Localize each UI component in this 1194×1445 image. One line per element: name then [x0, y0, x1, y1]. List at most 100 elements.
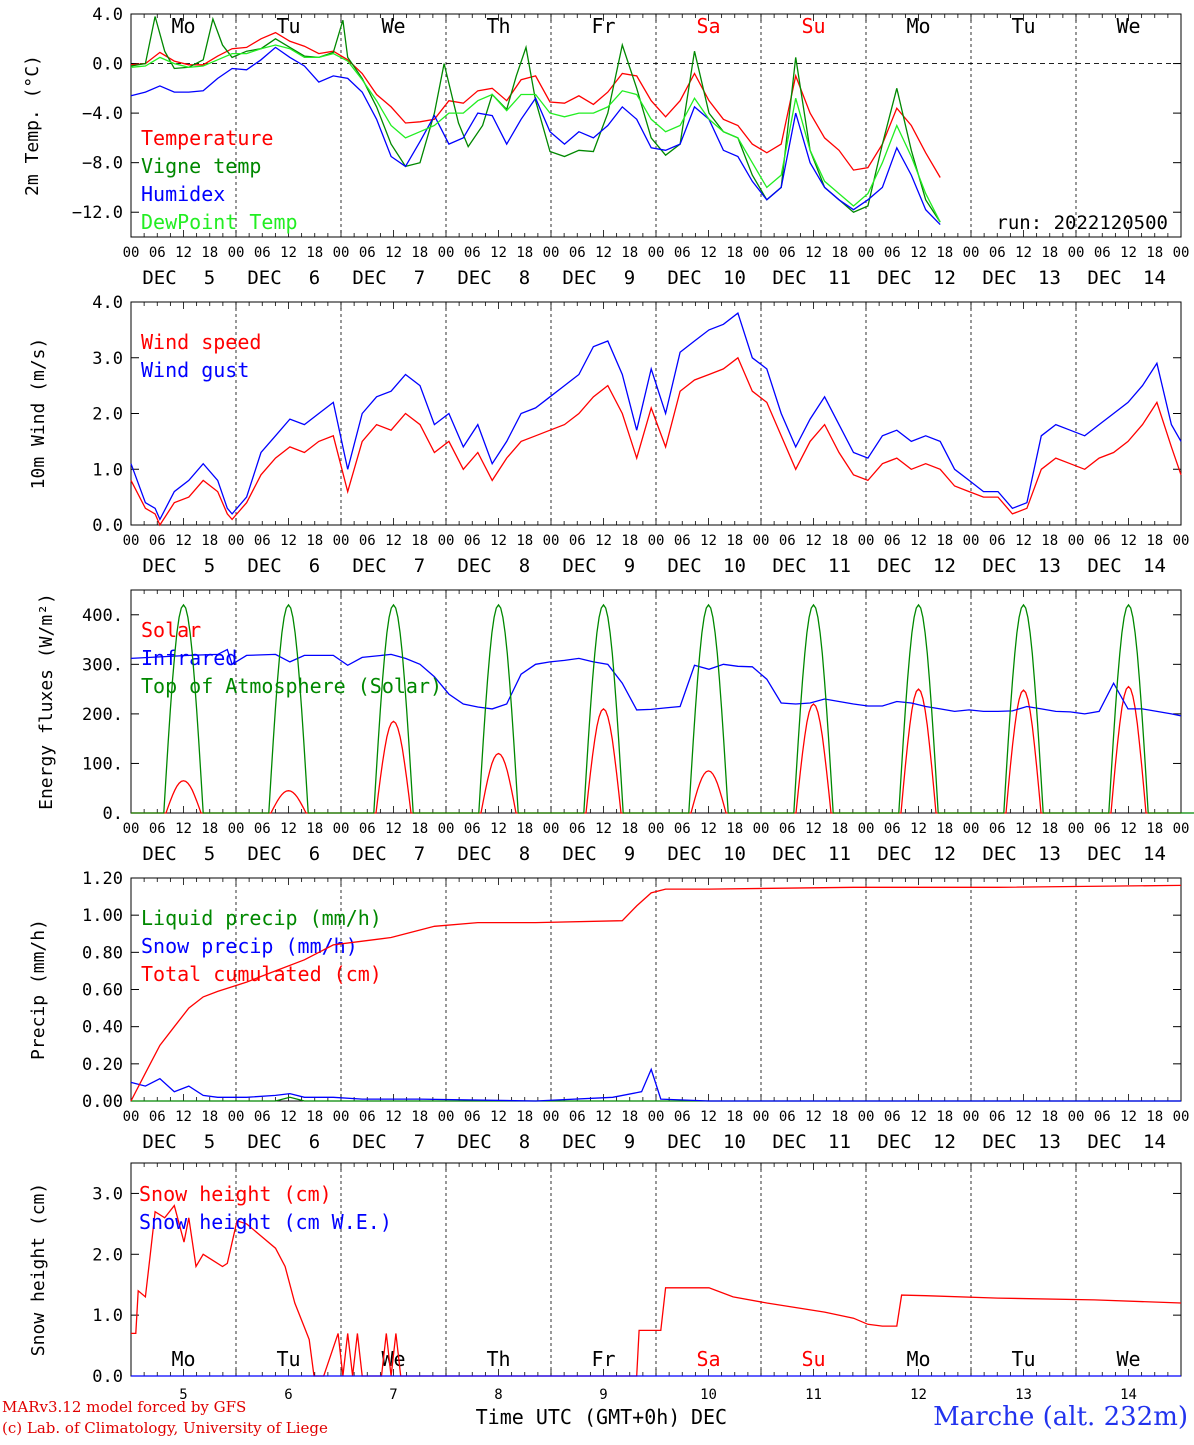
x-hour-label: 18 [621, 533, 638, 549]
x-hour-label: 06 [989, 245, 1006, 261]
series-line-temperature [130, 31, 941, 178]
x-date-label: 11 [828, 843, 851, 865]
x-month-label: DEC [247, 843, 281, 865]
x-hour-label: 12 [595, 245, 612, 261]
x-hour-label: 12 [910, 245, 927, 261]
y-tick-label: 0.0 [92, 1367, 123, 1387]
x-hour-label: 00 [753, 245, 770, 261]
x-date-label: 7 [414, 843, 425, 865]
panel-frame [130, 13, 1182, 238]
x-date-label: 8 [519, 267, 530, 289]
weekday-label: We [381, 14, 405, 38]
x-month-label: DEC [772, 555, 806, 577]
y-tick-label: 200. [82, 705, 123, 725]
x-date-label: 11 [828, 267, 851, 289]
legend-entry: Top of Atmosphere (Solar) [141, 674, 442, 698]
y-tick-label: −8.0 [82, 154, 123, 174]
x-date-label: 14 [1143, 267, 1166, 289]
x-hour-label: 18 [726, 533, 743, 549]
x-month-label: DEC [247, 555, 281, 577]
x-hour-label: 12 [1120, 1109, 1137, 1125]
x-date-label: 12 [933, 555, 956, 577]
series-line-snow-height-cm- [131, 1204, 1182, 1377]
x-date-label: 9 [624, 555, 635, 577]
x-hour-label: 12 [1015, 245, 1032, 261]
x-date-label: 8 [519, 555, 530, 577]
x-hour-label: 12 [280, 245, 297, 261]
x-date-label: 9 [599, 1387, 607, 1403]
x-month-label: DEC [982, 267, 1016, 289]
x-hour-label: 18 [411, 533, 428, 549]
series-line-humidex [130, 46, 941, 226]
x-hour-label: 06 [674, 1109, 691, 1125]
x-hour-label: 18 [411, 821, 428, 837]
legend-entry: Liquid precip (mm/h) [141, 906, 382, 930]
x-date-label: 13 [1038, 843, 1061, 865]
x-hour-label: 18 [201, 821, 218, 837]
x-month-label: DEC [982, 555, 1016, 577]
x-hour-label: 12 [280, 533, 297, 549]
x-hour-label: 12 [385, 1109, 402, 1125]
x-date-label: 6 [309, 555, 320, 577]
x-hour-label: 06 [254, 533, 271, 549]
x-hour-label: 12 [1015, 821, 1032, 837]
x-hour-label: 06 [464, 821, 481, 837]
x-hour-label: 18 [411, 1109, 428, 1125]
x-hour-label: 00 [963, 821, 980, 837]
panel-frame [130, 301, 1182, 526]
run-label: run: 2022120500 [996, 212, 1168, 234]
x-date-label: 9 [624, 267, 635, 289]
x-hour-label: 18 [1041, 1109, 1058, 1125]
x-date-label: 10 [723, 267, 746, 289]
weekday-label: Fr [591, 1347, 615, 1371]
legend-entry: Temperature [141, 126, 273, 150]
x-hour-label: 06 [464, 245, 481, 261]
x-hour-label: 06 [149, 821, 166, 837]
legend-entry: Total cumulated (cm) [141, 962, 382, 986]
y-axis-label: 2m Temp. (°C) [22, 55, 43, 196]
x-date-label: 6 [284, 1387, 292, 1403]
x-hour-label: 06 [674, 533, 691, 549]
x-hour-label: 18 [831, 821, 848, 837]
x-month-label: DEC [1087, 1131, 1121, 1153]
x-date-label: 14 [1143, 1131, 1166, 1153]
x-hour-label: 12 [175, 1109, 192, 1125]
x-hour-label: 12 [595, 1109, 612, 1125]
weekday-label: Mo [171, 14, 195, 38]
x-date-label: 8 [494, 1387, 502, 1403]
x-hour-label: 00 [858, 821, 875, 837]
y-tick-label: 0.60 [82, 981, 123, 1001]
x-month-label: DEC [1087, 267, 1121, 289]
x-hour-label: 18 [516, 533, 533, 549]
x-month-label: DEC [352, 1131, 386, 1153]
x-hour-label: 00 [963, 1109, 980, 1125]
y-tick-label: 400. [82, 606, 123, 626]
x-date-label: 10 [700, 1387, 717, 1403]
y-axis-label: Snow height (cm) [28, 1183, 49, 1356]
y-tick-label: −12.0 [72, 203, 123, 223]
x-date-label: 8 [519, 1131, 530, 1153]
x-hour-label: 18 [1041, 533, 1058, 549]
x-hour-label: 18 [201, 1109, 218, 1125]
x-hour-label: 06 [674, 245, 691, 261]
x-hour-label: 06 [359, 821, 376, 837]
x-axis-title: Time UTC (GMT+0h) [476, 1405, 681, 1429]
y-tick-label: 0.40 [82, 1018, 123, 1038]
y-tick-label: 1.20 [82, 869, 123, 889]
x-hour-label: 06 [569, 245, 586, 261]
x-month-label: DEC [457, 267, 491, 289]
station-label: Marche (alt. 232m) [933, 1402, 1188, 1432]
series-line-top-of-atmosphere-solar- [131, 603, 1194, 814]
x-date-label: 5 [179, 1387, 187, 1403]
x-hour-label: 18 [936, 821, 953, 837]
x-date-label: 9 [624, 843, 635, 865]
x-date-label: 10 [723, 843, 746, 865]
x-hour-label: 00 [438, 533, 455, 549]
x-date-label: 14 [1143, 555, 1166, 577]
x-hour-label: 00 [858, 533, 875, 549]
x-hour-label: 00 [753, 821, 770, 837]
x-hour-label: 00 [228, 245, 245, 261]
x-hour-label: 06 [464, 1109, 481, 1125]
x-hour-label: 12 [490, 1109, 507, 1125]
x-hour-label: 12 [175, 533, 192, 549]
